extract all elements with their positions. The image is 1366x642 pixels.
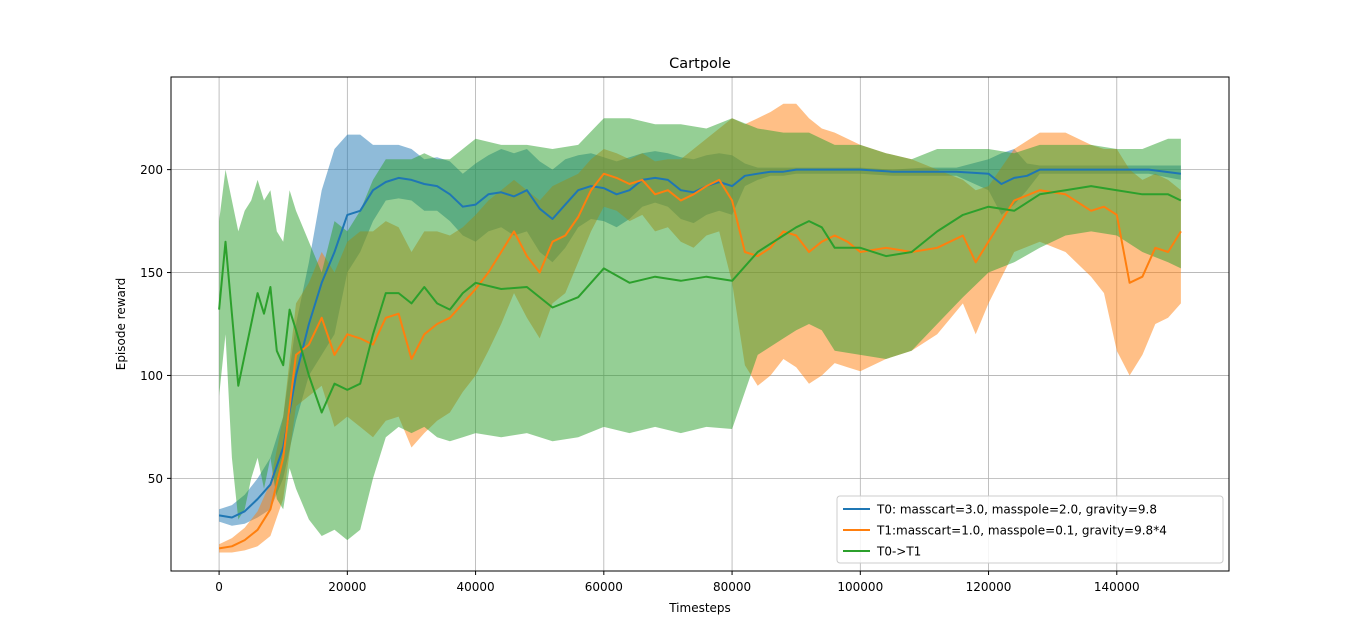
band-t0-t1 xyxy=(219,118,1181,541)
x-axis-label: Timesteps xyxy=(668,601,731,615)
legend-box xyxy=(836,495,1224,564)
legend-label-t0-t1: T0->T1 xyxy=(876,545,921,559)
y-axis-label: Episode reward xyxy=(114,278,128,371)
legend: T0: masscart=3.0, masspole=2.0, gravity=… xyxy=(836,495,1224,564)
x-ticks: 0 20000 40000 60000 80000 100000 120000 140000 xyxy=(215,571,1140,594)
x-tick-label: 20000 xyxy=(328,580,366,594)
line-t0-t1 xyxy=(218,185,1182,414)
y-tick-label: 50 xyxy=(148,472,163,486)
x-tick-label: 100000 xyxy=(837,580,883,594)
y-ticks: 50 100 150 200 xyxy=(140,163,171,486)
y-tick-label: 200 xyxy=(140,163,163,177)
x-tick-label: 0 xyxy=(215,580,223,594)
chart-title: Cartpole xyxy=(669,56,731,72)
line-t0 xyxy=(218,168,1182,519)
y-tick-label: 150 xyxy=(140,266,163,280)
x-tick-label: 120000 xyxy=(966,580,1012,594)
x-tick-label: 140000 xyxy=(1094,580,1140,594)
legend-label-t0: T0: masscart=3.0, masspole=2.0, gravity=… xyxy=(876,503,1157,517)
confidence-bands xyxy=(219,103,1181,553)
legend-label-t1: T1:masscart=1.0, masspole=0.1, gravity=9… xyxy=(876,524,1167,538)
y-tick-label: 100 xyxy=(140,369,163,383)
x-tick-label: 80000 xyxy=(713,580,751,594)
plot-frame xyxy=(170,76,1230,572)
line-t1 xyxy=(218,172,1182,550)
series-lines xyxy=(218,168,1182,550)
x-tick-label: 40000 xyxy=(456,580,494,594)
x-tick-label: 60000 xyxy=(585,580,623,594)
